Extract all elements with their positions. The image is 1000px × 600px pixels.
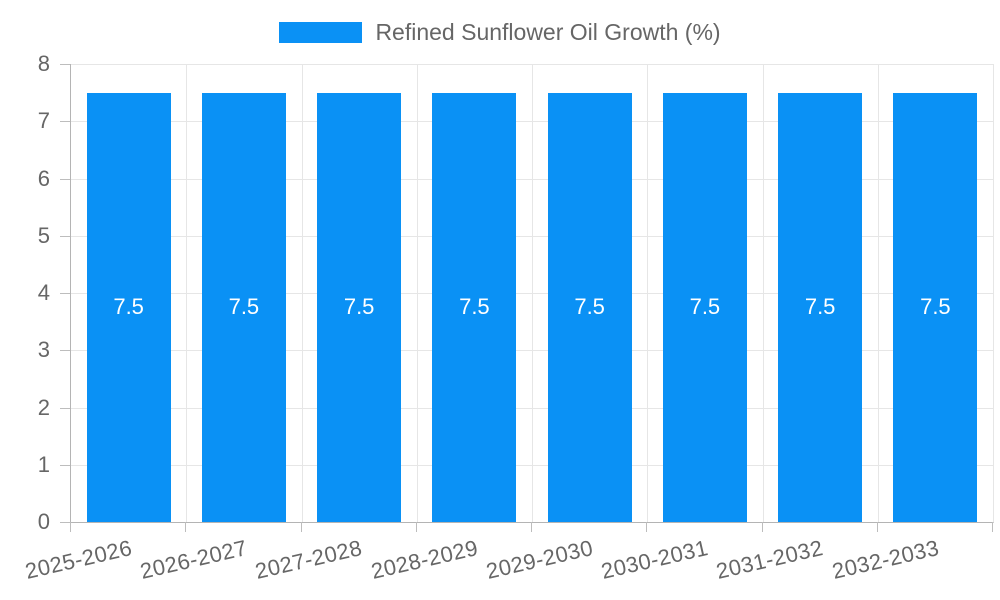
gridline-vertical xyxy=(647,64,649,522)
bar[interactable]: 7.5 xyxy=(547,92,632,522)
bar[interactable]: 7.5 xyxy=(778,92,863,522)
y-axis-tick xyxy=(60,293,70,294)
y-axis-tick-label: 5 xyxy=(37,222,50,248)
y-axis-tick-label: 0 xyxy=(37,509,50,534)
bar[interactable]: 7.5 xyxy=(893,92,978,522)
y-axis-tick-label: 1 xyxy=(37,451,50,477)
x-axis-label: 2027-2028 xyxy=(253,535,365,584)
x-axis-tick xyxy=(70,522,71,532)
x-axis-tick xyxy=(185,522,187,532)
bar-value-label: 7.5 xyxy=(920,294,951,320)
bar-value-label: 7.5 xyxy=(113,294,144,320)
y-axis-tick xyxy=(60,178,70,180)
x-axis-tick xyxy=(415,522,417,532)
y-axis-tick-label: 4 xyxy=(37,280,50,305)
chart-legend[interactable]: Refined Sunflower Oil Growth (%) xyxy=(0,19,1000,45)
y-axis-tick-label: 3 xyxy=(37,337,50,363)
y-axis-tick-label: 7 xyxy=(37,108,50,134)
y-axis-tick xyxy=(60,464,70,466)
y-axis-tick xyxy=(60,522,70,523)
y-axis-tick-label: 6 xyxy=(37,165,50,191)
x-axis-label: 2026-2027 xyxy=(137,535,250,584)
x-axis-label: 2032-2033 xyxy=(829,535,941,584)
bar-value-label: 7.5 xyxy=(574,294,605,320)
bar[interactable]: 7.5 xyxy=(432,92,517,522)
x-axis-label: 2029-2030 xyxy=(483,535,596,584)
x-axis-label: 2028-2029 xyxy=(368,535,480,584)
bar-value-label: 7.5 xyxy=(343,294,375,320)
bar-value-label: 7.5 xyxy=(804,294,836,320)
x-axis-label: 2030-2031 xyxy=(598,535,711,584)
y-axis-tick xyxy=(60,64,70,65)
x-axis-tick xyxy=(646,522,648,532)
gridline-vertical xyxy=(762,64,764,522)
x-axis-tick xyxy=(531,522,532,532)
y-axis-tick-label: 2 xyxy=(37,394,50,420)
legend-swatch-icon xyxy=(279,22,363,44)
x-axis-label: 2031-2032 xyxy=(714,535,826,584)
bar[interactable]: 7.5 xyxy=(86,92,171,522)
gridline-vertical xyxy=(532,64,533,522)
gridline-vertical xyxy=(186,64,188,522)
bar-value-label: 7.5 xyxy=(228,294,260,320)
y-axis-tick xyxy=(60,350,70,352)
bar[interactable]: 7.5 xyxy=(201,92,286,522)
bar[interactable]: 7.5 xyxy=(662,92,747,522)
bar[interactable]: 7.5 xyxy=(317,92,402,522)
x-axis-tick xyxy=(876,522,878,532)
legend-label: Refined Sunflower Oil Growth (%) xyxy=(375,19,721,45)
x-axis-tick xyxy=(992,522,993,532)
bar-value-label: 7.5 xyxy=(689,294,721,320)
x-axis-label: 2025-2026 xyxy=(22,535,135,584)
y-axis-tick-label: 8 xyxy=(37,51,50,76)
bar-value-label: 7.5 xyxy=(459,294,490,320)
gridline-vertical xyxy=(416,64,418,522)
x-axis-tick xyxy=(761,522,763,532)
plot-area: 0 1 2 3 4 5 6 7 8 7.5 2025-2026 7.5 2026-2027 7.5 2027… xyxy=(23,53,994,584)
y-axis-tick xyxy=(60,235,70,237)
gridline-vertical xyxy=(877,64,879,522)
gridline-vertical xyxy=(301,64,303,522)
y-axis-tick xyxy=(60,407,70,409)
x-axis-tick xyxy=(300,522,302,532)
y-axis-tick xyxy=(60,121,70,123)
